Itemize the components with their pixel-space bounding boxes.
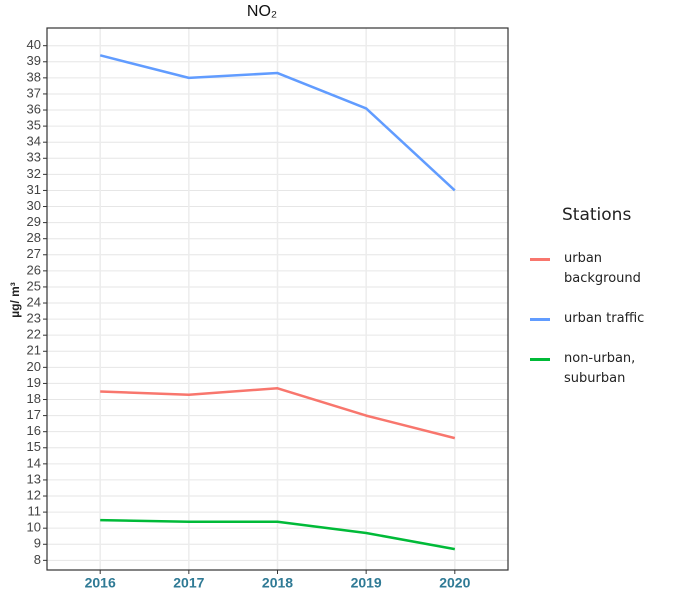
y-tick-label: 37 xyxy=(27,85,41,100)
chart-title: NO₂ xyxy=(247,3,277,20)
y-tick-label: 28 xyxy=(27,230,41,245)
x-tick-label: 2019 xyxy=(351,575,382,591)
legend-item: urban background xyxy=(528,249,678,289)
x-tick-label: 2016 xyxy=(85,575,116,591)
x-tick-label: 2018 xyxy=(262,575,293,591)
legend-label: non-urban, suburban xyxy=(564,351,636,386)
y-tick-label: 12 xyxy=(27,487,41,502)
y-axis-label: µg/ m³ xyxy=(8,282,22,318)
y-tick-label: 32 xyxy=(27,166,41,181)
y-tick-label: 22 xyxy=(27,327,41,342)
y-tick-label: 21 xyxy=(27,343,41,358)
legend-label: urban traffic xyxy=(564,311,645,326)
y-tick-label: 35 xyxy=(27,118,41,133)
y-tick-label: 25 xyxy=(27,278,41,293)
y-tick-label: 27 xyxy=(27,246,41,261)
legend-swatch xyxy=(530,318,550,321)
y-tick-label: 20 xyxy=(27,359,41,374)
legend-label: urban background xyxy=(564,251,641,286)
y-tick-label: 10 xyxy=(27,520,41,535)
y-tick-label: 29 xyxy=(27,214,41,229)
y-tick-label: 8 xyxy=(34,552,41,567)
x-tick-label: 2017 xyxy=(173,575,204,591)
plot-border xyxy=(46,27,509,571)
legend-item: urban traffic xyxy=(528,309,678,329)
y-tick-label: 13 xyxy=(27,471,41,486)
y-tick-label: 17 xyxy=(27,407,41,422)
y-tick-label: 31 xyxy=(27,182,41,197)
y-tick-label: 14 xyxy=(27,455,41,470)
y-tick-label: 23 xyxy=(27,311,41,326)
series-line xyxy=(99,54,456,192)
y-tick-label: 34 xyxy=(27,134,41,149)
legend-swatch xyxy=(530,258,550,261)
y-tick-label: 26 xyxy=(27,262,41,277)
y-tick-label: 16 xyxy=(27,423,41,438)
legend-title: Stations xyxy=(562,205,632,225)
y-tick-label: 11 xyxy=(28,504,42,519)
y-tick-label: 39 xyxy=(27,53,41,68)
legend-swatch xyxy=(530,358,550,361)
series-line xyxy=(100,387,456,440)
y-tick-label: 36 xyxy=(27,101,41,116)
y-tick-label: 40 xyxy=(27,37,41,52)
y-tick-label: 33 xyxy=(27,150,41,165)
y-tick-label: 38 xyxy=(27,69,41,84)
legend-item: non-urban, suburban xyxy=(528,349,678,389)
x-tick-label: 2020 xyxy=(439,575,470,591)
legend: Stations urban background urban traffic no… xyxy=(528,205,678,409)
y-tick-label: 9 xyxy=(34,536,41,551)
y-tick-label: 19 xyxy=(27,375,41,390)
y-tick-label: 15 xyxy=(27,439,41,454)
series-line xyxy=(100,518,456,551)
y-tick-label: 24 xyxy=(27,294,41,309)
y-tick-label: 18 xyxy=(27,391,41,406)
y-tick-label: 30 xyxy=(27,198,41,213)
